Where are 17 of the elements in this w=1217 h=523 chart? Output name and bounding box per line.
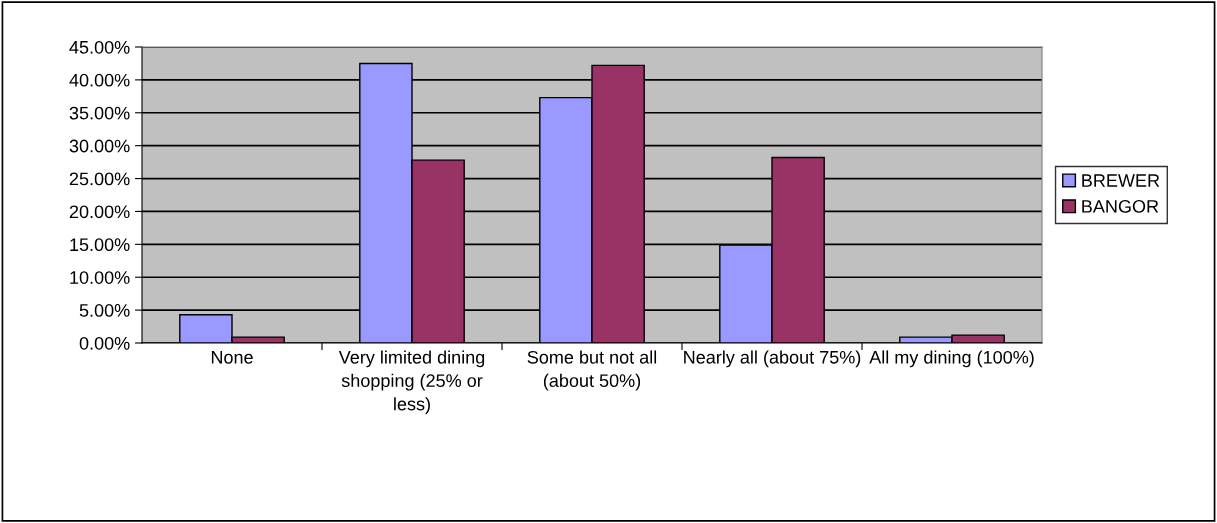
y-tick-label: 45.00% bbox=[69, 40, 130, 54]
x-tick-label: Some but not all (about 50%) bbox=[527, 350, 657, 391]
x-tick-label: Very limited dining shopping (25% or less) bbox=[338, 350, 485, 414]
y-tick-label: 15.00% bbox=[70, 238, 130, 252]
legend-label: BANGOR bbox=[1082, 199, 1159, 213]
y-tick-label: 35.00% bbox=[69, 106, 130, 120]
x-tick-label: All my dining (100%) bbox=[869, 350, 1034, 368]
legend-label: BREWER bbox=[1082, 174, 1160, 187]
y-tick-label: 25.00% bbox=[69, 172, 130, 186]
y-tick-label: 20.00% bbox=[69, 205, 130, 219]
y-tick-label: 5.00% bbox=[79, 304, 130, 317]
y-tick-label: 10.00% bbox=[70, 271, 130, 284]
y-tick-label: 40.00% bbox=[69, 73, 130, 87]
y-tick-label: 0.00% bbox=[79, 336, 130, 350]
y-tick-label: 30.00% bbox=[69, 139, 130, 153]
x-tick-label: Nearly all (about 75%) bbox=[684, 350, 861, 368]
x-tick-label: None bbox=[211, 351, 253, 364]
